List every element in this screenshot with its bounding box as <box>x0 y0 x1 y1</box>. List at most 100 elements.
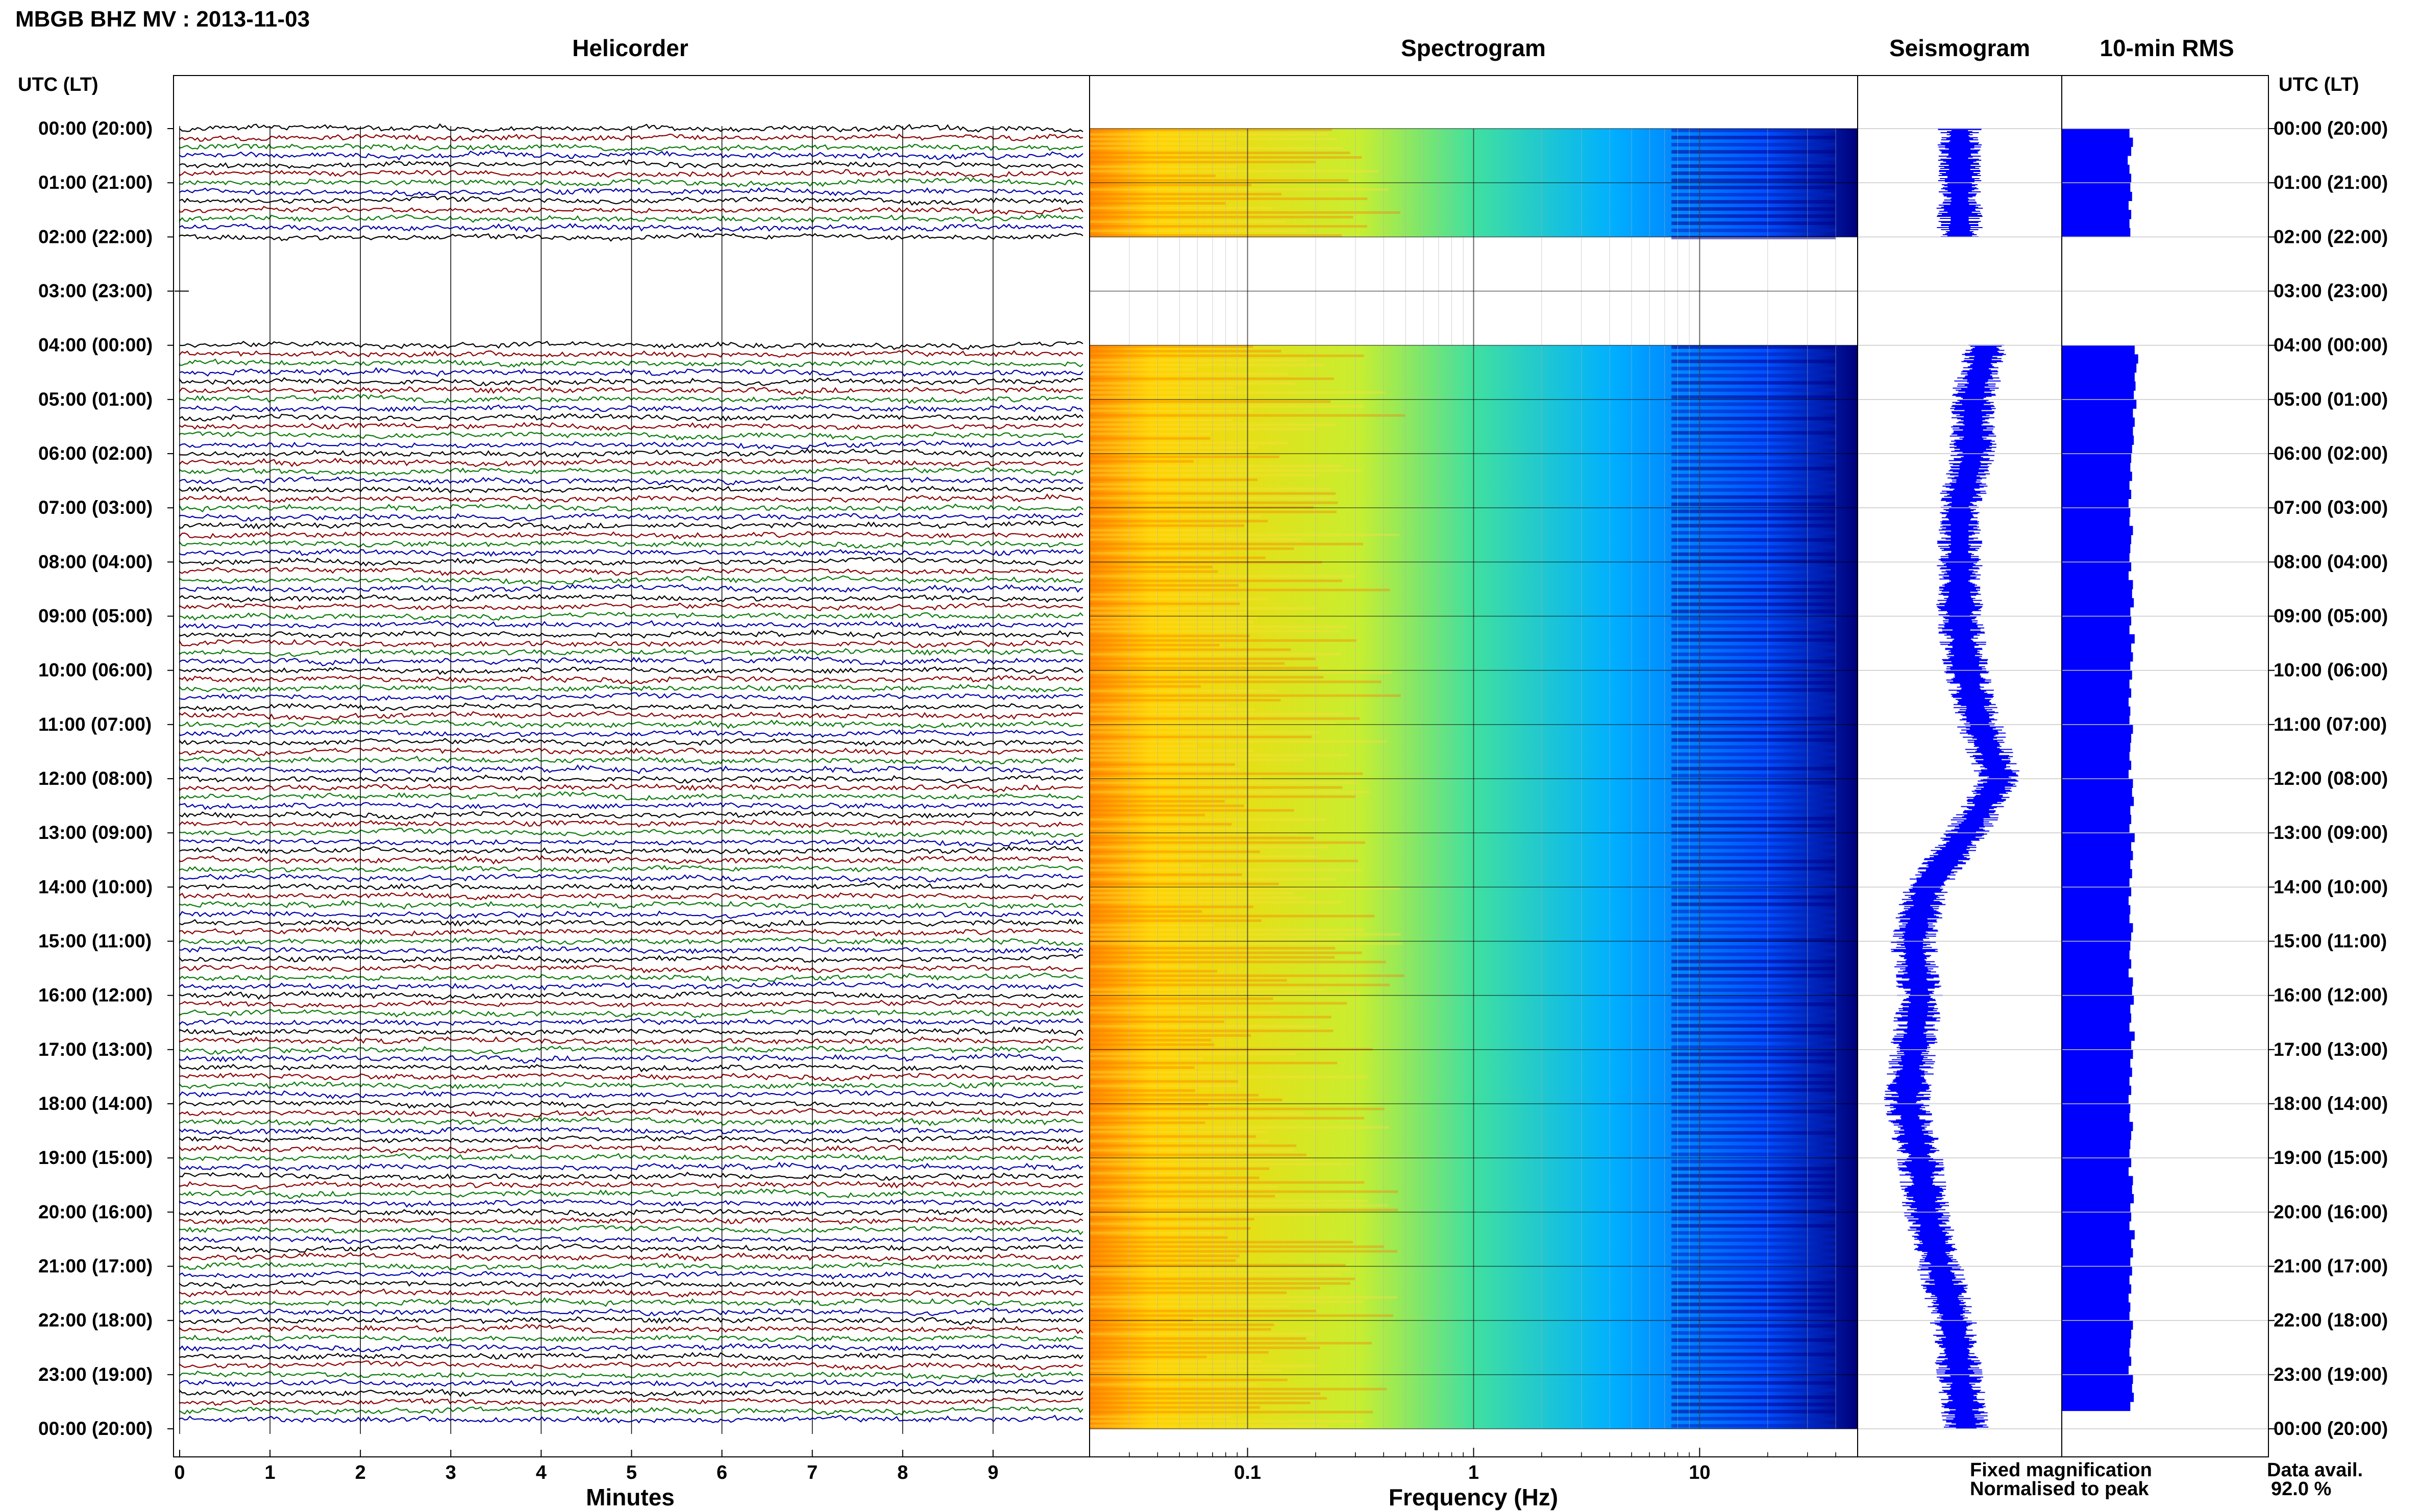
helicorder-trace <box>179 1017 1083 1026</box>
rms-bar <box>2062 1013 2132 1023</box>
helicorder-minute-grid <box>179 126 994 1434</box>
helicorder-trace <box>179 413 1083 422</box>
rms-bar <box>2062 426 2133 436</box>
rms-bar <box>2062 679 2130 689</box>
helicorder-trace <box>179 232 1083 242</box>
helicorder-xtick-label: 9 <box>988 1462 998 1483</box>
spectrogram-band <box>1090 763 1235 766</box>
spectrogram-band <box>1671 731 1836 735</box>
spectrogram-band <box>1671 866 1836 871</box>
helicorder-trace <box>179 1072 1083 1081</box>
spectrogram-band <box>1671 702 1836 706</box>
rms-bar <box>2062 381 2136 391</box>
spectrogram-band <box>1090 754 1348 757</box>
helicorder-trace <box>179 791 1083 801</box>
helicorder-trace <box>179 1045 1083 1055</box>
spectrogram-band <box>1090 1309 1316 1312</box>
spectrogram-band <box>1671 759 1836 763</box>
time-label-left: 03:00 (23:00) <box>38 281 153 302</box>
helicorder-trace <box>179 926 1083 937</box>
spectrogram-band <box>1671 1167 1836 1171</box>
spectrogram-band <box>1671 1381 1836 1385</box>
rms-bar <box>2062 1112 2130 1122</box>
spectrogram-band <box>1090 561 1322 564</box>
spectrogram-band <box>1090 1011 1280 1014</box>
spectrogram-band <box>1671 638 1836 642</box>
helicorder-trace <box>179 1108 1083 1118</box>
spectrogram-band <box>1090 542 1364 546</box>
helicorder-trace <box>179 602 1083 611</box>
helicorder-trace <box>179 747 1083 756</box>
spectrogram-band <box>1090 1195 1275 1198</box>
time-label-right: 19:00 (15:00) <box>2274 1147 2388 1168</box>
spectrogram-band <box>1090 1273 1342 1276</box>
spectrogram-band <box>1090 901 1342 904</box>
helicorder-trace <box>179 692 1083 701</box>
rms-bar <box>2062 797 2134 806</box>
spectrogram-band <box>1090 643 1220 647</box>
spectrogram-band <box>1090 1080 1238 1083</box>
spectrogram-band <box>1090 441 1289 444</box>
spectrogram-band <box>1671 1409 1836 1414</box>
spectrogram-band <box>1090 216 1353 218</box>
spectrogram-band <box>1671 1402 1836 1406</box>
helicorder-trace <box>179 584 1083 594</box>
helicorder-trace <box>179 458 1083 467</box>
spectrogram-band <box>1671 164 1836 168</box>
helicorder-trace <box>179 422 1083 431</box>
spectrogram-band <box>1090 1071 1235 1074</box>
spectrogram-band <box>1671 766 1836 771</box>
spectrogram-band <box>1090 882 1279 885</box>
rms-bar <box>2062 1149 2130 1158</box>
spectrogram-band <box>1671 207 1836 211</box>
rms-bar <box>2062 634 2135 644</box>
spectrogram-band <box>1671 952 1836 956</box>
helicorder-trace <box>179 1036 1083 1045</box>
spectrogram-band <box>1090 685 1201 688</box>
spectrogram-band <box>1671 1059 1836 1063</box>
spectrogram-band <box>1671 1331 1836 1335</box>
spectrogram-band <box>1090 1176 1260 1179</box>
seismogram-title: Seismogram <box>1889 35 2030 61</box>
helicorder-trace <box>179 1288 1083 1298</box>
spectrogram-band <box>1090 579 1343 582</box>
helicorder-trace <box>179 1180 1083 1190</box>
helicorder-trace <box>179 937 1083 946</box>
helicorder-title: Helicorder <box>572 35 688 61</box>
helicorder-trace <box>179 1397 1083 1407</box>
spectrogram-band <box>1090 1020 1224 1023</box>
spectrogram-band <box>1090 1190 1398 1193</box>
spectrogram-band <box>1090 1034 1251 1037</box>
spectrogram-band <box>1090 179 1349 182</box>
spectrogram-band <box>1090 1126 1389 1129</box>
spectrogram-band <box>1671 1324 1836 1328</box>
spectrogram-band <box>1090 552 1221 555</box>
spectrogram-band <box>1671 359 1836 363</box>
spectrogram-band <box>1090 1250 1397 1253</box>
spectrogram-band <box>1671 895 1836 899</box>
rms-bar <box>2062 814 2132 824</box>
spectrogram-band <box>1090 1360 1262 1363</box>
spectrogram-band <box>1671 221 1836 225</box>
time-label-left: 02:00 (22:00) <box>38 226 153 247</box>
rms-bar <box>2062 1194 2134 1204</box>
spectrogram-band <box>1090 1002 1347 1005</box>
spectrogram-band <box>1671 645 1836 649</box>
time-label-left: 12:00 (08:00) <box>38 768 153 789</box>
time-label-left: 10:00 (06:00) <box>38 660 153 681</box>
spectrogram-band <box>1090 1383 1257 1386</box>
spectrogram-band <box>1090 1135 1256 1138</box>
time-label-left: 08:00 (04:00) <box>38 551 153 572</box>
spectrogram-band <box>1671 1274 1836 1278</box>
rms-bar <box>2062 1275 2130 1285</box>
spectrogram-band <box>1671 716 1836 721</box>
rms-bar <box>2062 1320 2133 1330</box>
rms-bar <box>2062 1049 2133 1059</box>
spectrogram-band <box>1671 824 1836 828</box>
spectrogram-band <box>1671 1195 1836 1199</box>
spectrogram-band <box>1090 1075 1368 1078</box>
helicorder-trace <box>179 1324 1083 1334</box>
spectrogram-band <box>1090 1149 1293 1152</box>
helicorder-trace <box>179 1252 1083 1262</box>
spectrogram-band <box>1090 533 1400 536</box>
